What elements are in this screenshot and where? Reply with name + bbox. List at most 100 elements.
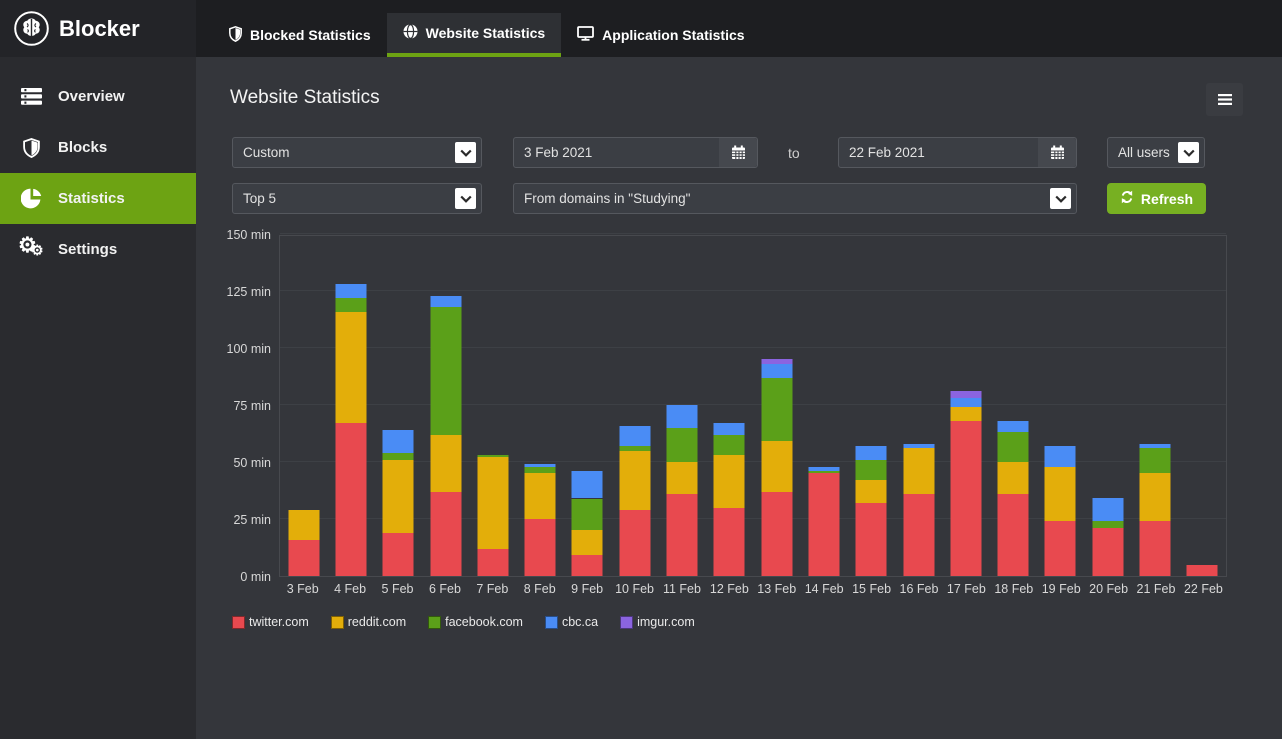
date-to-field[interactable]: 22 Feb 2021: [838, 137, 1077, 168]
bar-segment[interactable]: [382, 430, 414, 453]
legend-item[interactable]: reddit.com: [330, 615, 406, 629]
bar-segment[interactable]: [524, 473, 556, 519]
x-tick-label: 11 Feb: [662, 582, 701, 596]
date-from-field[interactable]: 3 Feb 2021: [513, 137, 758, 168]
stacked-bar: [524, 236, 556, 576]
bar-segment[interactable]: [477, 457, 509, 549]
bar-segment[interactable]: [619, 425, 651, 447]
bar-segment[interactable]: [619, 509, 651, 576]
bar-segment[interactable]: [761, 377, 793, 442]
refresh-button[interactable]: Refresh: [1107, 183, 1206, 214]
users-select[interactable]: All users: [1107, 137, 1205, 168]
x-tick-label: 10 Feb: [615, 582, 654, 596]
bar-segment[interactable]: [713, 507, 745, 576]
bar-segment[interactable]: [430, 295, 462, 307]
calendar-icon[interactable]: [719, 138, 757, 167]
sidebar-item-settings[interactable]: ⚙ ⚙ Settings: [0, 224, 196, 275]
bar-segment[interactable]: [666, 462, 698, 494]
tab-website-statistics[interactable]: Website Statistics: [386, 13, 562, 57]
bar-segment[interactable]: [335, 297, 367, 312]
bar-segment[interactable]: [761, 441, 793, 492]
bar-segment[interactable]: [1044, 466, 1076, 522]
bar-segment[interactable]: [903, 493, 934, 576]
bar-segment[interactable]: [761, 359, 793, 364]
bar-segment[interactable]: [761, 363, 793, 378]
bar-segment[interactable]: [1092, 498, 1124, 522]
bar-segment[interactable]: [571, 555, 603, 576]
bar-segment[interactable]: [855, 480, 887, 504]
bar-segment[interactable]: [1044, 521, 1076, 576]
bar-segment[interactable]: [903, 443, 934, 449]
bar-segment[interactable]: [571, 498, 603, 531]
bar-segment[interactable]: [382, 532, 414, 576]
bar-segment[interactable]: [524, 466, 556, 474]
bar-segment[interactable]: [382, 459, 414, 533]
bar-segment[interactable]: [950, 398, 982, 408]
sidebar-item-overview[interactable]: Overview: [0, 71, 196, 122]
bar-segment[interactable]: [571, 471, 603, 499]
bar-segment[interactable]: [524, 464, 556, 467]
bar-segment[interactable]: [1139, 521, 1171, 576]
bar-segment[interactable]: [855, 446, 887, 460]
bar-segment[interactable]: [524, 519, 556, 576]
bar-segment[interactable]: [997, 462, 1029, 494]
bar-segment[interactable]: [808, 473, 840, 576]
bar-segment[interactable]: [1044, 446, 1076, 467]
tab-blocked-statistics[interactable]: Blocked Statistics: [213, 13, 387, 57]
bar-segment[interactable]: [997, 432, 1029, 462]
bar-segment[interactable]: [619, 446, 651, 451]
bar-segment[interactable]: [855, 503, 887, 576]
bar-segment[interactable]: [430, 306, 462, 435]
bar-segment[interactable]: [1139, 443, 1171, 449]
bar-segment[interactable]: [335, 311, 367, 424]
bar-segment[interactable]: [335, 284, 367, 298]
legend-item[interactable]: twitter.com: [232, 615, 309, 629]
domains-select[interactable]: From domains in "Studying": [513, 183, 1077, 214]
chart-menu-button[interactable]: [1206, 83, 1243, 116]
bar-segment[interactable]: [997, 420, 1029, 433]
bar-segment[interactable]: [1139, 448, 1171, 474]
bar-segment[interactable]: [430, 434, 462, 492]
bar-segment[interactable]: [1092, 521, 1124, 529]
bar-segment[interactable]: [950, 391, 982, 399]
chevron-down-icon: [1050, 188, 1071, 209]
bar-segment[interactable]: [855, 459, 887, 481]
range-select[interactable]: Custom: [232, 137, 482, 168]
bar-segment[interactable]: [761, 491, 793, 576]
bar-segment[interactable]: [619, 450, 651, 510]
bar-segment[interactable]: [1092, 528, 1124, 576]
sidebar-item-blocks[interactable]: Blocks: [0, 122, 196, 173]
legend-item[interactable]: facebook.com: [428, 615, 523, 629]
calendar-icon[interactable]: [1038, 138, 1076, 167]
bar-segment[interactable]: [808, 471, 840, 474]
bar-segment[interactable]: [713, 423, 745, 435]
bar-segment[interactable]: [288, 509, 320, 540]
bar-segment[interactable]: [950, 407, 982, 421]
legend-item[interactable]: imgur.com: [620, 615, 695, 629]
bar-segment[interactable]: [571, 530, 603, 556]
bar-segment[interactable]: [382, 452, 414, 460]
bar-segment[interactable]: [950, 420, 982, 576]
bar-segment[interactable]: [477, 455, 509, 458]
bar-segment[interactable]: [997, 493, 1029, 576]
bar-segment[interactable]: [1186, 564, 1218, 576]
legend-item[interactable]: cbc.ca: [544, 615, 598, 629]
bar-segment[interactable]: [808, 466, 840, 472]
bar-segment[interactable]: [666, 427, 698, 462]
date-to-value: 22 Feb 2021: [849, 145, 925, 160]
bar-segment[interactable]: [430, 491, 462, 576]
top-select[interactable]: Top 5: [232, 183, 482, 214]
bar-segment[interactable]: [477, 548, 509, 576]
bar-segment[interactable]: [666, 405, 698, 428]
bar-segment[interactable]: [903, 448, 934, 494]
bar-segment[interactable]: [1139, 473, 1171, 522]
bar-segment[interactable]: [713, 455, 745, 508]
bar-segment[interactable]: [335, 423, 367, 576]
sidebar-item-statistics[interactable]: Statistics: [0, 173, 196, 224]
y-tick-label: 150 min: [226, 228, 271, 242]
bar-segment[interactable]: [288, 539, 320, 576]
tab-application-statistics[interactable]: Application Statistics: [561, 13, 760, 57]
bar-column: [658, 236, 705, 576]
bar-segment[interactable]: [666, 493, 698, 576]
bar-segment[interactable]: [713, 434, 745, 456]
